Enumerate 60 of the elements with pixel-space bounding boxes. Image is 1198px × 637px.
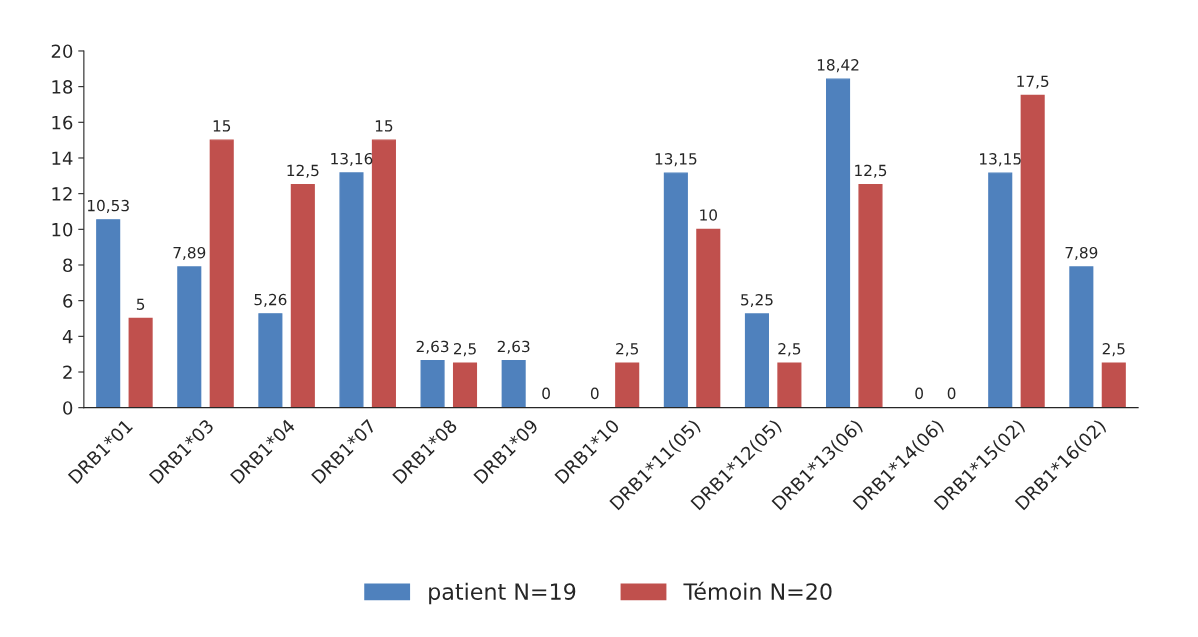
bar [1069, 266, 1094, 408]
bar [663, 172, 688, 408]
bar [290, 184, 315, 408]
bar [96, 219, 121, 408]
data-label: 5,26 [254, 293, 287, 307]
y-tick-label: 16 [52, 115, 73, 130]
data-label: 2,5 [1102, 343, 1125, 357]
data-label: 12,5 [287, 164, 319, 178]
bar [615, 362, 640, 408]
data-label: 2,63 [497, 340, 530, 354]
data-label: 5,25 [741, 293, 773, 308]
data-label: 17,5 [1017, 75, 1049, 89]
data-label: 12,5 [855, 164, 887, 178]
y-tick-label: 12 [52, 187, 72, 201]
y-tick-label: 6 [63, 294, 73, 308]
legend-label: Témoin N=20 [683, 581, 832, 600]
data-label: 0 [542, 387, 550, 400]
y-tick-label: 20 [51, 44, 73, 59]
bar [825, 78, 851, 408]
bar [177, 266, 202, 408]
data-label: 2,63 [416, 340, 449, 354]
bar [744, 313, 770, 408]
bar [339, 172, 364, 408]
data-label: 0 [947, 387, 956, 400]
bar [452, 362, 478, 408]
bar [258, 313, 283, 408]
data-label: 7,89 [1065, 246, 1098, 260]
y-tick-label: 4 [62, 330, 73, 344]
y-tick-label: 14 [52, 151, 73, 165]
bar [1020, 94, 1045, 408]
data-label: 2,5 [453, 343, 476, 357]
bar [1101, 362, 1126, 408]
y-tick-label: 2 [63, 365, 72, 379]
data-label: 2,5 [778, 343, 801, 357]
data-label: 10,53 [88, 199, 129, 213]
bar [988, 172, 1013, 408]
bar [501, 360, 526, 408]
data-label: 13,15 [980, 153, 1021, 167]
bar [696, 228, 721, 408]
data-label: 18,42 [817, 59, 859, 73]
data-label: 13,15 [655, 153, 697, 167]
y-tick-label: 18 [52, 80, 73, 94]
y-tick-label: 0 [63, 401, 73, 415]
bar [371, 139, 396, 408]
bar [858, 184, 883, 408]
bar [209, 139, 234, 408]
y-tick-label: 8 [63, 258, 73, 273]
bar [777, 362, 802, 408]
data-label: 7,89 [173, 246, 206, 260]
data-label: 0 [590, 387, 599, 400]
bar [420, 360, 445, 408]
data-label: 15 [375, 120, 393, 132]
data-label: 10 [700, 209, 717, 221]
data-label: 0 [915, 387, 923, 400]
legend-label: patient N=19 [429, 582, 576, 605]
y-tick-label: 10 [52, 222, 73, 237]
data-label: 2,5 [616, 343, 639, 357]
data-label: 15 [213, 120, 231, 132]
bar [128, 317, 153, 408]
data-label: 5 [136, 298, 145, 310]
